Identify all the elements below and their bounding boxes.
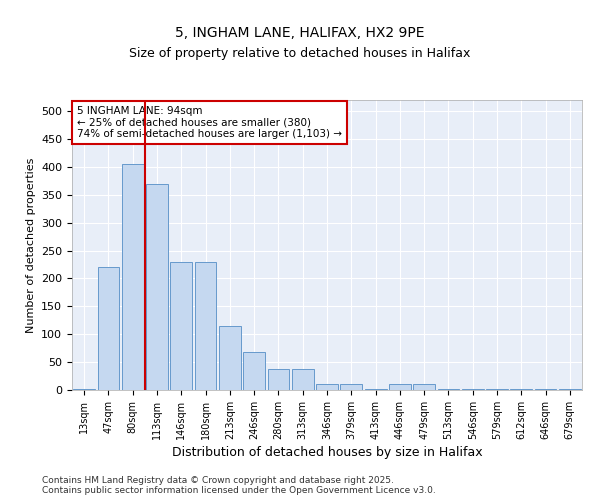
Bar	[122, 164, 143, 390]
Y-axis label: Number of detached properties: Number of detached properties	[26, 158, 35, 332]
Bar	[194, 262, 217, 390]
Text: Size of property relative to detached houses in Halifax: Size of property relative to detached ho…	[130, 47, 470, 60]
Text: 5, INGHAM LANE, HALIFAX, HX2 9PE: 5, INGHAM LANE, HALIFAX, HX2 9PE	[175, 26, 425, 40]
Bar	[511, 389, 532, 390]
Bar	[535, 389, 556, 390]
Bar	[268, 369, 289, 390]
Bar	[389, 384, 411, 390]
Bar	[340, 384, 362, 390]
Text: 5 INGHAM LANE: 94sqm
← 25% of detached houses are smaller (380)
74% of semi-deta: 5 INGHAM LANE: 94sqm ← 25% of detached h…	[77, 106, 342, 139]
X-axis label: Distribution of detached houses by size in Halifax: Distribution of detached houses by size …	[172, 446, 482, 459]
Bar	[462, 389, 484, 390]
Bar	[170, 262, 192, 390]
Text: Contains HM Land Registry data © Crown copyright and database right 2025.
Contai: Contains HM Land Registry data © Crown c…	[42, 476, 436, 495]
Bar	[219, 326, 241, 390]
Bar	[146, 184, 168, 390]
Bar	[365, 389, 386, 390]
Bar	[97, 268, 119, 390]
Bar	[73, 389, 95, 390]
Bar	[437, 389, 460, 390]
Bar	[413, 384, 435, 390]
Bar	[486, 389, 508, 390]
Bar	[316, 384, 338, 390]
Bar	[559, 389, 581, 390]
Bar	[243, 352, 265, 390]
Bar	[292, 369, 314, 390]
